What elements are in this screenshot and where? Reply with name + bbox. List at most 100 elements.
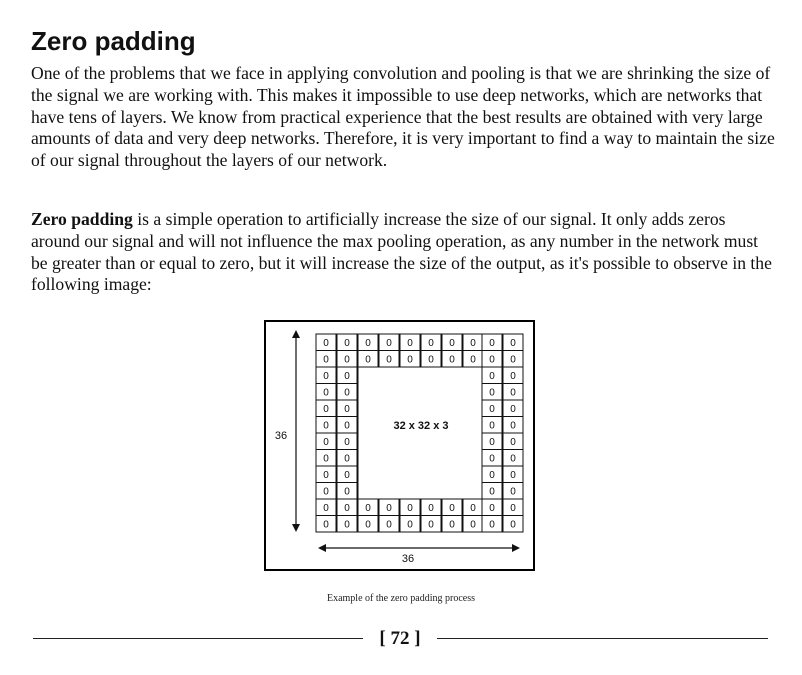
- paragraph-zero-padding: Zero padding is a simple operation to ar…: [31, 209, 776, 296]
- height-arrow-down-head: [292, 524, 300, 532]
- padding-zero-value: 0: [323, 486, 329, 497]
- padding-zero-value: 0: [470, 519, 476, 530]
- padding-cell: [399, 515, 421, 533]
- padding-zero-value: 0: [489, 420, 495, 431]
- padding-zero-value: 0: [323, 470, 329, 481]
- padding-zero-value: 0: [449, 354, 455, 365]
- padding-zero-value: 0: [510, 503, 516, 514]
- padding-zero-value: 0: [470, 503, 476, 514]
- padding-zero-value: 0: [470, 338, 476, 349]
- padding-zero-value: 0: [344, 437, 350, 448]
- padding-cells: 0 0 0 0 0 0 0 0 0 0 0 0 0 0 0 0 0 0 0 0 0 0 0 0 0 0 0 0 0 0 0 0 0 0 0 0 0 0 0 0…: [315, 333, 524, 533]
- padding-zero-value: 0: [323, 420, 329, 431]
- padding-zero-value: 0: [323, 387, 329, 398]
- padding-zero-value: 0: [407, 354, 413, 365]
- padding-zero-value: 0: [428, 519, 434, 530]
- padding-zero-value: 0: [489, 404, 495, 415]
- padding-zero-value: 0: [323, 503, 329, 514]
- zero-padding-term: Zero padding: [31, 209, 133, 229]
- padding-zero-value: 0: [323, 371, 329, 382]
- padding-zero-value: 0: [323, 338, 329, 349]
- signal-area: [357, 366, 483, 500]
- padding-zero-value: 0: [449, 519, 455, 530]
- padding-cell: [336, 515, 358, 533]
- padding-zero-value: 0: [323, 354, 329, 365]
- footer-rule-right: [437, 638, 768, 639]
- padding-zero-value: 0: [489, 371, 495, 382]
- padding-zero-value: 0: [386, 338, 392, 349]
- padding-zero-value: 0: [365, 503, 371, 514]
- padding-zero-value: 0: [510, 486, 516, 497]
- padding-zero-value: 0: [323, 519, 329, 530]
- padding-cell: [420, 515, 442, 533]
- padding-cell: [502, 515, 524, 533]
- padding-cell: [357, 515, 379, 533]
- padding-cell: [441, 515, 463, 533]
- height-arrow-up-head: [292, 330, 300, 338]
- width-label: 36: [402, 553, 414, 565]
- padding-zero-value: 0: [344, 354, 350, 365]
- padding-zero-value: 0: [428, 338, 434, 349]
- padding-zero-value: 0: [449, 503, 455, 514]
- width-arrow-right-head: [512, 544, 520, 552]
- padding-zero-value: 0: [407, 519, 413, 530]
- padding-zero-value: 0: [489, 453, 495, 464]
- padding-cell: [481, 515, 503, 533]
- padding-zero-value: 0: [510, 387, 516, 398]
- padding-zero-value: 0: [365, 519, 371, 530]
- footer-rule-left: [33, 638, 363, 639]
- padding-zero-value: 0: [428, 354, 434, 365]
- height-label: 36: [275, 430, 287, 442]
- padding-zero-value: 0: [489, 470, 495, 481]
- figure-caption: Example of the zero padding process: [326, 593, 475, 604]
- padding-zero-value: 0: [344, 486, 350, 497]
- padding-zero-value: 0: [386, 354, 392, 365]
- padding-zero-value: 0: [386, 519, 392, 530]
- zero-padding-figure: 0 0 0 0 0 0 0 0 0 0 0 0 0 0 0 0 0 0 0 0 0 0 0 0 0 0 0 0 0 0 0 0 0 0 0 0 0 0 0 0…: [264, 320, 535, 571]
- padding-zero-value: 0: [407, 338, 413, 349]
- padding-zero-value: 0: [470, 354, 476, 365]
- padding-zero-value: 0: [344, 371, 350, 382]
- padding-zero-value: 0: [365, 354, 371, 365]
- padding-zero-value: 0: [344, 338, 350, 349]
- padding-zero-value: 0: [323, 404, 329, 415]
- padding-zero-value: 0: [323, 437, 329, 448]
- padding-zero-value: 0: [323, 453, 329, 464]
- padding-zero-value: 0: [344, 503, 350, 514]
- padding-zero-value: 0: [489, 486, 495, 497]
- zero-padding-diagram: 0 0 0 0 0 0 0 0 0 0 0 0 0 0 0 0 0 0 0 0 0 0 0 0 0 0 0 0 0 0 0 0 0 0 0 0 0 0 0 0…: [275, 330, 524, 565]
- signal-size-label: 32 x 32 x 3: [393, 420, 448, 432]
- page-number: [ 72 ]: [379, 628, 421, 649]
- padding-zero-value: 0: [510, 519, 516, 530]
- padding-zero-value: 0: [510, 470, 516, 481]
- padding-zero-value: 0: [489, 437, 495, 448]
- padding-zero-value: 0: [510, 453, 516, 464]
- padding-zero-value: 0: [489, 519, 495, 530]
- padding-zero-value: 0: [510, 354, 516, 365]
- padding-zero-value: 0: [510, 338, 516, 349]
- padding-cell: [315, 515, 337, 533]
- padding-zero-value: 0: [407, 503, 413, 514]
- padding-cell: [378, 515, 400, 533]
- width-arrow-left-head: [318, 544, 326, 552]
- padding-zero-value: 0: [510, 371, 516, 382]
- padding-zero-value: 0: [344, 519, 350, 530]
- padding-zero-value: 0: [344, 420, 350, 431]
- padding-zero-value: 0: [344, 404, 350, 415]
- padding-zero-value: 0: [489, 338, 495, 349]
- paragraph-intro: One of the problems that we face in appl…: [31, 63, 775, 171]
- paragraph-zero-padding-text: is a simple operation to artificially in…: [31, 209, 772, 295]
- padding-zero-value: 0: [489, 503, 495, 514]
- padding-zero-value: 0: [489, 354, 495, 365]
- padding-zero-value: 0: [344, 387, 350, 398]
- padding-zero-value: 0: [489, 387, 495, 398]
- padding-zero-value: 0: [428, 503, 434, 514]
- padding-zero-value: 0: [449, 338, 455, 349]
- padding-zero-value: 0: [365, 338, 371, 349]
- padding-zero-value: 0: [344, 453, 350, 464]
- padding-zero-value: 0: [344, 470, 350, 481]
- padding-zero-value: 0: [510, 437, 516, 448]
- padding-zero-value: 0: [510, 404, 516, 415]
- padding-zero-value: 0: [386, 503, 392, 514]
- padding-zero-value: 0: [510, 420, 516, 431]
